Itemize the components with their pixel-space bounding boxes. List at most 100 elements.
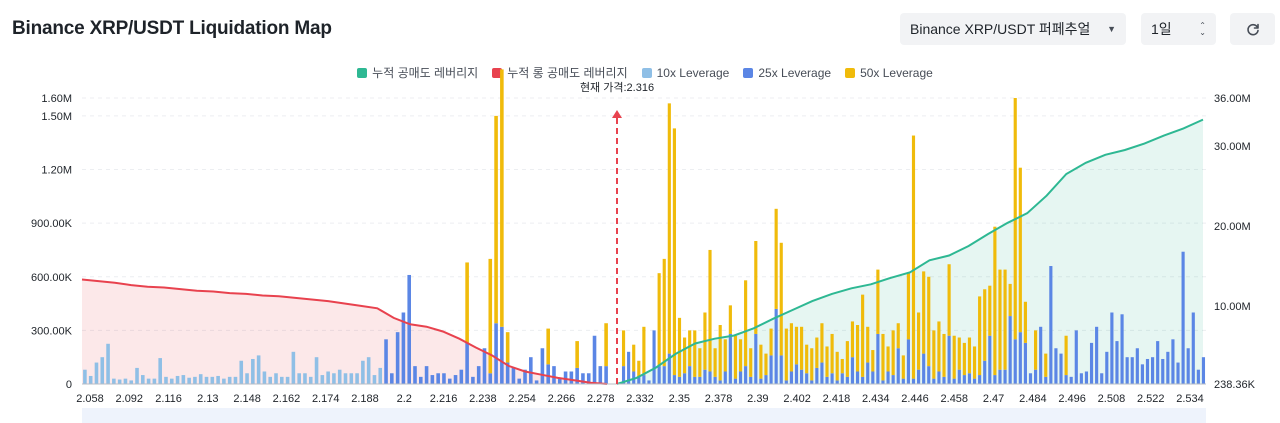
legend-item-25x[interactable]: 25x Leverage [743, 64, 831, 81]
liquidation-bar [1161, 358, 1165, 384]
liquidation-bar [815, 367, 819, 384]
y-left-tick-label: 1.20M [41, 165, 72, 177]
liquidation-bar [1039, 326, 1043, 384]
liquidation-bar [718, 380, 722, 384]
liquidation-bar [285, 376, 290, 384]
liquidation-bar [861, 294, 865, 377]
liquidation-bar [471, 376, 475, 384]
liquidation-bar [947, 335, 951, 384]
refresh-button[interactable] [1230, 13, 1275, 45]
liquidation-bar [794, 326, 799, 365]
liquidation-bar [876, 333, 880, 384]
legend-item-50x[interactable]: 50x Leverage [845, 64, 933, 81]
liquidation-bar [794, 364, 799, 384]
liquidation-bar [123, 378, 128, 384]
liquidation-bar [1196, 369, 1200, 384]
liquidation-bar [657, 366, 661, 385]
liquidation-bar [1166, 351, 1170, 384]
liquidation-bar [500, 69, 504, 327]
liquidation-bar [845, 341, 849, 377]
legend-label: 누적 롱 공매도 레버리지 [507, 66, 628, 80]
x-tick-label: 2.058 [76, 393, 104, 405]
liquidation-bar [718, 325, 722, 381]
x-tick-label: 2.418 [823, 393, 851, 405]
liquidation-bar [962, 342, 966, 376]
liquidation-bar [952, 335, 956, 379]
period-select[interactable]: 1일 ⌃ ⌄ [1141, 13, 1216, 45]
liquidation-bar [657, 273, 661, 367]
liquidation-bar [779, 355, 783, 384]
liquidation-bar [372, 375, 377, 384]
chart-legend: 누적 공매도 레버리지 누적 롱 공매도 레버리지 10x Leverage 2… [0, 64, 1280, 81]
liquidation-bar [998, 369, 1002, 384]
liquidation-bar [835, 351, 839, 381]
liquidation-bar [1135, 348, 1139, 384]
liquidation-bar [1120, 314, 1124, 384]
liquidation-bar [850, 321, 855, 358]
x-tick-label: 2.39 [747, 393, 768, 405]
liquidation-bar [830, 373, 834, 384]
liquidation-bar [193, 376, 197, 384]
liquidation-bar [983, 360, 987, 384]
liquidation-bar [677, 376, 682, 384]
liquidation-bar [337, 369, 342, 384]
liquidation-bar [962, 375, 966, 384]
y-left-tick-label: 600.00K [31, 272, 73, 284]
liquidation-bar [523, 369, 527, 384]
liquidation-bar [1008, 316, 1012, 384]
liquidation-bar [855, 371, 860, 384]
pair-select[interactable]: Binance XRP/USDT 퍼페추얼 ▼ [900, 13, 1126, 45]
liquidation-bar [268, 376, 273, 384]
liquidation-bar [152, 378, 157, 384]
liquidation-bar [906, 339, 910, 384]
refresh-icon [1246, 23, 1259, 36]
x-tick-label: 2.278 [587, 393, 615, 405]
liquidation-bar [227, 376, 232, 384]
liquidation-bar [251, 358, 255, 384]
liquidation-bar [647, 380, 651, 384]
caret-down-icon: ▼ [1107, 24, 1116, 34]
liquidation-bar [978, 375, 982, 384]
liquidation-bar [642, 375, 646, 384]
liquidation-bar [494, 115, 498, 324]
legend-item-10x[interactable]: 10x Leverage [641, 64, 729, 81]
liquidation-bar [262, 371, 267, 384]
y-left-tick-label: 300.00K [31, 325, 73, 337]
liquidation-bar [390, 373, 394, 384]
liquidation-bar [418, 376, 423, 384]
liquidation-bar [175, 375, 180, 384]
legend-item-short-cumulative[interactable]: 누적 공매도 레버리지 [357, 64, 478, 81]
liquidation-bar [779, 242, 783, 356]
liquidation-bar [810, 348, 814, 381]
liquidation-bar [1105, 351, 1109, 384]
liquidation-bar [744, 366, 748, 385]
liquidation-bar [1125, 357, 1129, 384]
liquidation-bar [632, 344, 636, 372]
x-tick-label: 2.496 [1058, 393, 1086, 405]
liquidation-bar [1064, 375, 1068, 384]
liquidation-bar [198, 374, 203, 384]
x-tick-label: 2.116 [155, 393, 182, 405]
liquidation-bar [482, 348, 487, 384]
liquidation-bar [881, 380, 885, 384]
liquidation-bar [592, 335, 597, 384]
liquidation-bar [88, 375, 93, 384]
liquidation-bar [453, 375, 458, 384]
legend-swatch [743, 67, 754, 78]
liquidation-bar [210, 376, 215, 384]
legend-item-long-cumulative[interactable]: 누적 롱 공매도 레버리지 [492, 64, 628, 81]
y-right-tick-label: 36.00M [1214, 93, 1251, 105]
liquidation-bar [1171, 339, 1175, 384]
liquidation-bar [967, 337, 972, 374]
liquidation-bar [355, 373, 359, 384]
liquidation-bar [942, 376, 946, 384]
liquidation-bar [972, 346, 977, 379]
liquidation-bar [332, 373, 336, 384]
liquidation-bar [488, 373, 493, 384]
liquidation-bar [424, 366, 429, 385]
liquidation-bar [146, 378, 151, 384]
legend-label: 25x Leverage [758, 65, 832, 80]
x-tick-label: 2.47 [983, 393, 1004, 405]
liquidation-bar [141, 375, 145, 384]
